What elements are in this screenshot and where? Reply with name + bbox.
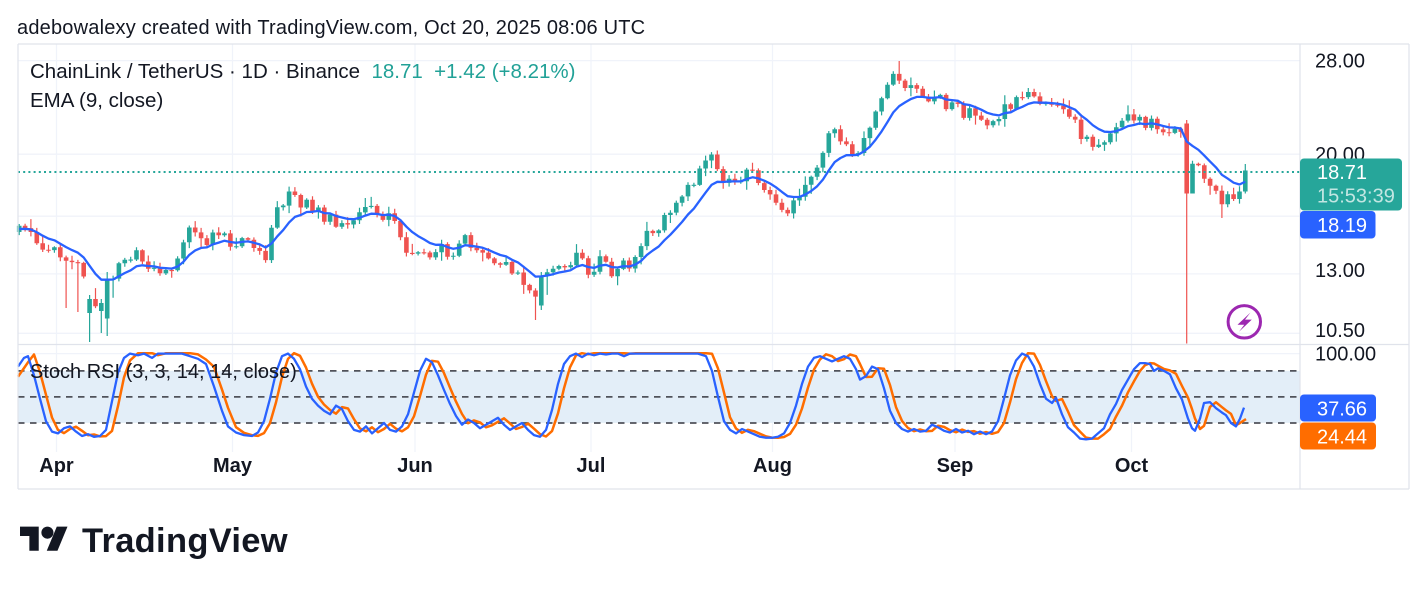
svg-text:13.00: 13.00 bbox=[1315, 260, 1365, 282]
svg-text:TradingView: TradingView bbox=[82, 522, 288, 560]
svg-text:100.00: 100.00 bbox=[1315, 344, 1376, 366]
svg-text:ChainLink / TetherUS · 1D · Bi: ChainLink / TetherUS · 1D · Binance 18.7… bbox=[30, 60, 575, 83]
svg-text:24.44: 24.44 bbox=[1317, 427, 1367, 449]
svg-text:Apr: Apr bbox=[39, 455, 74, 477]
svg-text:Jun: Jun bbox=[397, 455, 433, 477]
svg-text:18.19: 18.19 bbox=[1317, 215, 1367, 237]
svg-text:15:53:39: 15:53:39 bbox=[1317, 186, 1395, 208]
svg-text:adebowalexy created with Tradi: adebowalexy created with TradingView.com… bbox=[17, 17, 645, 39]
svg-text:May: May bbox=[213, 455, 253, 477]
svg-text:Oct: Oct bbox=[1115, 455, 1149, 477]
svg-text:EMA (9, close): EMA (9, close) bbox=[30, 89, 163, 112]
svg-text:28.00: 28.00 bbox=[1315, 51, 1365, 73]
svg-text:18.71: 18.71 bbox=[1317, 162, 1367, 184]
svg-text:Aug: Aug bbox=[753, 455, 792, 477]
svg-text:Jul: Jul bbox=[577, 455, 606, 477]
svg-text:Stoch RSI (3, 3, 14, 14, close: Stoch RSI (3, 3, 14, 14, close) bbox=[30, 361, 297, 383]
svg-text:Sep: Sep bbox=[937, 455, 974, 477]
svg-text:37.66: 37.66 bbox=[1317, 399, 1367, 421]
svg-text:10.50: 10.50 bbox=[1315, 320, 1365, 342]
